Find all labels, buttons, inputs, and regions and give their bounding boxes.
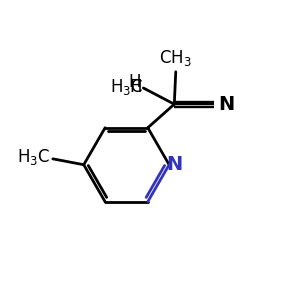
Text: H: H: [128, 73, 141, 91]
Text: H$_3$C: H$_3$C: [110, 76, 143, 97]
Text: CH$_3$: CH$_3$: [159, 48, 192, 68]
Text: N: N: [166, 155, 183, 174]
Text: N: N: [218, 95, 234, 114]
Text: H$_3$C: H$_3$C: [17, 147, 50, 167]
Text: H: H: [129, 77, 142, 95]
